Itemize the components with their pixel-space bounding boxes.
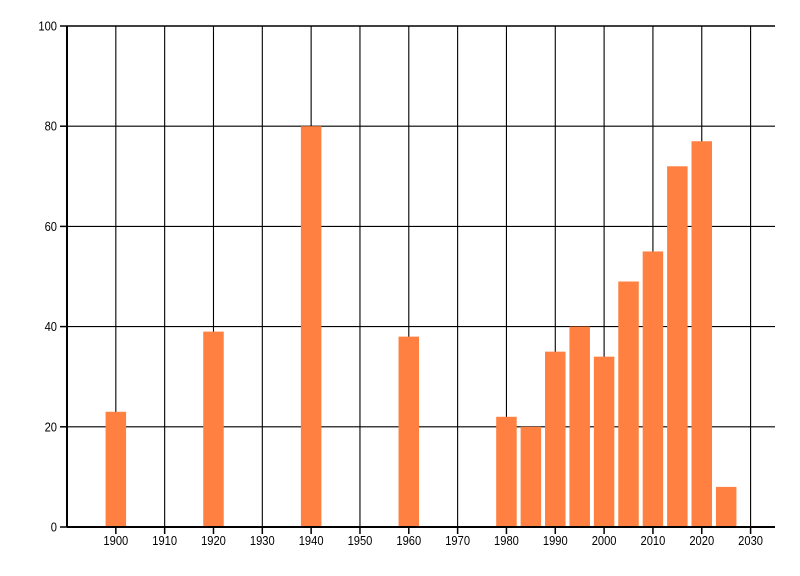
x-tick-label: 1900: [103, 533, 128, 548]
bar: [691, 141, 713, 528]
x-tick-label: 1940: [299, 533, 324, 548]
y-tick-label: 20: [45, 419, 57, 434]
x-tick-label: 1980: [494, 533, 519, 548]
x-tick-label: 1970: [445, 533, 470, 548]
bar: [715, 486, 737, 527]
bar: [496, 416, 517, 527]
bar: [520, 426, 542, 527]
bar: [203, 331, 224, 527]
x-tick-label: 2020: [689, 533, 714, 548]
bar: [593, 356, 615, 527]
bar: [398, 336, 420, 527]
x-tick-label: 1960: [396, 533, 421, 548]
bar: [667, 166, 688, 527]
x-tick-label: 2030: [738, 533, 763, 548]
y-tick-label: 80: [45, 119, 57, 134]
bar: [569, 326, 590, 527]
bar: [642, 251, 664, 527]
y-tick-label: 40: [45, 319, 57, 334]
y-tick-label: 100: [38, 19, 57, 34]
y-tick-label: 0: [51, 520, 57, 535]
x-tick-label: 1920: [201, 533, 226, 548]
x-tick-label: 2010: [641, 533, 666, 548]
bar: [300, 126, 322, 527]
bar: [545, 351, 566, 527]
x-tick-label: 1950: [348, 533, 373, 548]
x-tick-label: 1910: [152, 533, 177, 548]
bar: [618, 281, 639, 527]
bar: [105, 411, 127, 527]
x-tick-label: 2000: [592, 533, 617, 548]
x-tick-label: 1930: [250, 533, 275, 548]
x-tick-label: 1990: [543, 533, 568, 548]
y-tick-label: 60: [45, 219, 57, 234]
